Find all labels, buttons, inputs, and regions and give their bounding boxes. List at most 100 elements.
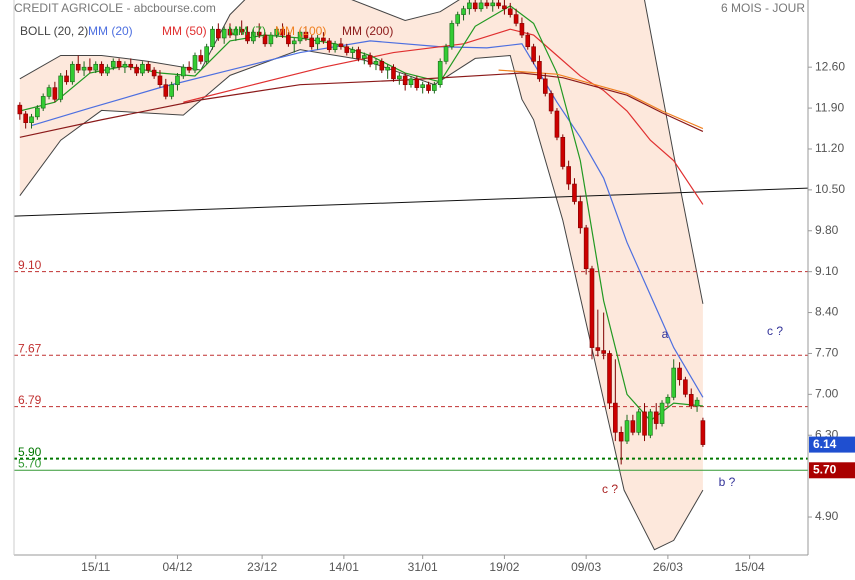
candle-body <box>35 107 40 118</box>
candle-body <box>502 5 507 10</box>
candle-body <box>426 84 431 91</box>
candle-body <box>367 55 373 65</box>
candle-body <box>665 396 671 404</box>
candle-body <box>443 46 449 62</box>
y-tick-label: 11.90 <box>815 100 844 114</box>
candle-body <box>677 367 682 381</box>
candle-body <box>151 69 157 77</box>
y-tick-label: 7.70 <box>815 346 839 360</box>
candle-body <box>566 166 571 185</box>
candle-body <box>572 183 577 202</box>
candle-body <box>432 84 437 91</box>
chart-title: CREDIT AGRICOLE - abcbourse.com <box>14 1 216 15</box>
x-tick-label: 15/04 <box>735 560 765 574</box>
candle-body <box>297 31 303 42</box>
candle-body <box>163 84 169 97</box>
x-tick-label: 04/12 <box>162 560 192 574</box>
candle-body <box>245 31 250 42</box>
candle-body <box>145 63 151 71</box>
legend-entry: MM (7) <box>228 24 266 38</box>
x-tick-label: 31/01 <box>408 560 438 574</box>
candle-body <box>280 28 285 36</box>
x-tick-label: 23/12 <box>247 560 277 574</box>
candle-body <box>315 37 320 45</box>
legend-entry: MM (50) <box>162 24 207 38</box>
candle-body <box>58 75 64 100</box>
candle-body <box>23 113 28 123</box>
candle-body <box>344 46 350 53</box>
candle-body <box>531 46 536 62</box>
price-tag <box>809 436 855 453</box>
level-label: 6.79 <box>18 393 42 407</box>
candle-body <box>525 34 531 48</box>
candle-body <box>613 402 618 433</box>
candle-body <box>17 104 23 115</box>
candle-body <box>256 31 262 36</box>
candle-body <box>186 66 192 71</box>
candle-body <box>286 34 291 45</box>
candle-body <box>105 66 110 74</box>
level-label: 7.67 <box>18 341 42 355</box>
x-tick-label: 26/03 <box>653 560 683 574</box>
annotation: c ? <box>767 324 783 338</box>
candle-body <box>40 96 46 109</box>
plot-area <box>14 0 808 551</box>
candle-body <box>548 93 554 112</box>
bollinger-fill <box>19 0 703 550</box>
price-tag-label: 6.14 <box>813 437 837 451</box>
x-tick-label: 15/11 <box>81 560 110 574</box>
candle-body <box>636 411 641 433</box>
candle-body <box>140 63 145 74</box>
candle-body <box>326 40 332 50</box>
candle-body <box>227 28 233 36</box>
annotation: a <box>662 327 669 341</box>
candle-body <box>578 201 583 229</box>
candle-body <box>157 75 163 86</box>
candle-body <box>554 110 560 138</box>
y-tick-label: 12.60 <box>815 59 845 73</box>
candle-body <box>181 66 186 77</box>
y-tick-label: 7.00 <box>815 387 839 401</box>
candle-body <box>221 28 227 39</box>
candle-body <box>402 75 408 86</box>
candle-body <box>321 37 326 42</box>
candle-body <box>350 49 355 53</box>
candle-body <box>397 75 402 80</box>
candle-body <box>122 63 128 68</box>
candle-body <box>274 28 280 36</box>
candle-body <box>303 31 309 39</box>
candle-body <box>659 402 665 424</box>
candle-body <box>291 40 297 45</box>
y-tick-label: 9.10 <box>815 264 839 278</box>
candle-body <box>356 49 361 59</box>
candle-body <box>461 8 466 15</box>
candle-body <box>484 2 490 7</box>
legend-entry: BOLL (20, 2) <box>20 24 88 38</box>
candle-body <box>648 411 653 436</box>
candle-body <box>169 84 174 97</box>
candle-body <box>414 78 420 88</box>
annotation: b ? <box>719 475 736 489</box>
candle-body <box>128 63 134 68</box>
candle-body <box>420 84 425 88</box>
candle-body <box>624 420 630 442</box>
level-label: 5.90 <box>18 445 42 459</box>
candle-body <box>455 14 461 24</box>
moving-average <box>19 72 704 138</box>
legend-entry: MM (100) <box>275 24 326 38</box>
trendline <box>14 187 808 217</box>
candle-body <box>192 55 198 71</box>
annotation: c ? <box>602 482 618 496</box>
candle-body <box>233 28 239 36</box>
y-tick-label: 4.90 <box>815 509 839 523</box>
candle-body <box>478 2 484 10</box>
candle-body <box>332 43 338 50</box>
candle-body <box>601 350 606 354</box>
candle-body <box>93 63 99 71</box>
candle-body <box>408 78 414 86</box>
candle-body <box>110 61 116 68</box>
x-tick-label: 14/01 <box>329 560 359 574</box>
legend-entry: MM (20) <box>88 24 133 38</box>
